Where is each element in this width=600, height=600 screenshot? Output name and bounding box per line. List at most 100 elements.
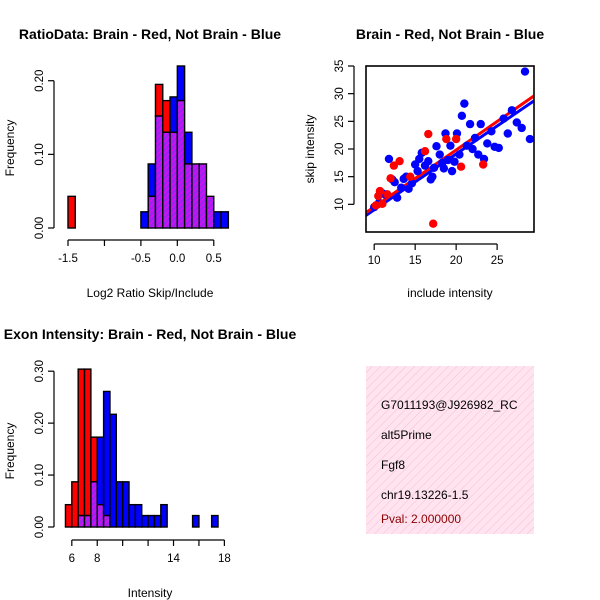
ratio-bar-10-overlap: [205, 195, 215, 229]
scatter-point-not-brain-49: [512, 118, 521, 127]
scatter-point-not-brain-48: [507, 106, 517, 115]
ratio-bar-2-not-brain: [147, 163, 157, 198]
intensity-bar-12-not-brain: [141, 514, 149, 528]
ratio-bar-8-overlap: [191, 163, 200, 229]
scatter-point-not-brain-46: [499, 114, 508, 123]
scatter-point-not-brain-40: [476, 119, 485, 129]
intensity-histogram-ylabel: Frequency: [3, 423, 17, 480]
intensity-bar-15-not-brain: [160, 503, 168, 528]
intensity-bar-7-not-brain: [109, 413, 118, 528]
ratio-bar-7-overlap: [183, 163, 193, 229]
info-location: chr19.13226-1.5: [381, 488, 469, 502]
ratio-bar-12-not-brain: [220, 211, 230, 229]
scatter-x-tick-label-1: 15: [409, 255, 422, 267]
scatter-point-not-brain-30: [450, 157, 459, 166]
ratio-bar-4-brain: [162, 99, 171, 133]
ratio-x-tick-label-3: 0.0: [169, 253, 185, 265]
intensity-histogram-bars: [64, 368, 219, 528]
intensity-bar-5-not-brain: [96, 436, 105, 506]
intensity-scatter: Brain - Red, Not Brain - Blue include in…: [303, 26, 544, 300]
ratio-bar-3-brain: [154, 83, 164, 117]
scatter-y-tick-label-5: 35: [334, 60, 346, 73]
ratio-histogram-axes: -1.5 -0.5 0.0 0.5 0.00 0.10 0.20: [34, 70, 222, 265]
intensity-bar-6-overlap: [102, 514, 111, 528]
intensity-bar-0-brain: [64, 503, 73, 528]
ratio-bar-6-overlap: [176, 99, 186, 229]
scatter-title: Brain - Red, Not Brain - Blue: [356, 26, 544, 42]
scatter-point-brain-11: [429, 219, 438, 228]
ratio-bar-9-overlap: [198, 163, 208, 229]
intensity-bar-8-not-brain: [115, 481, 124, 528]
ratio-bar-0-brain: [67, 195, 76, 229]
ratio-histogram-xlabel: Log2 Ratio Skip/Include: [87, 286, 214, 300]
ratio-bar-6-not-brain: [176, 65, 186, 102]
scatter-point-not-brain-25: [439, 164, 449, 173]
scatter-frame: [365, 65, 535, 233]
info-pval: Pval: 2.000000: [381, 512, 461, 526]
scatter-point-not-brain-14: [413, 166, 422, 176]
scatter-y-tick-label-4: 30: [334, 87, 346, 100]
intensity-bar-10-not-brain: [128, 503, 137, 528]
scatter-y-tick-label-3: 25: [334, 115, 346, 128]
scatter-point-not-brain-32: [455, 150, 464, 159]
scatter-point-brain-7: [395, 156, 404, 166]
scatter-point-not-brain-7: [392, 193, 402, 202]
intensity-bar-1-brain: [71, 481, 79, 528]
scatter-point-brain-14: [456, 162, 466, 171]
scatter-y-tick-label-2: 20: [334, 143, 346, 156]
scatter-point-brain-3: [378, 199, 387, 208]
intensity-y-tick-label-0: 0.00: [34, 516, 46, 538]
intensity-histogram-xlabel: Intensity: [128, 586, 173, 600]
ratio-bar-1-not-brain: [140, 211, 149, 229]
scatter-point-not-brain-22: [432, 142, 441, 151]
ratio-bar-4-overlap: [162, 131, 171, 229]
scatter-point-brain-6: [389, 161, 399, 170]
scatter-point-not-brain-50: [517, 123, 526, 133]
scatter-point-not-brain-21: [429, 163, 439, 173]
intensity-bar-11-not-brain: [134, 503, 143, 528]
scatter-point-not-brain-4: [384, 154, 394, 164]
info-right-margin: [534, 366, 600, 534]
scatter-point-brain-5: [386, 174, 395, 183]
scatter-point-not-brain-28: [446, 141, 455, 150]
scatter-x-tick-label-0: 10: [368, 255, 381, 267]
ratio-histogram: RatioData: Brain - Red, Not Brain - Blue…: [3, 26, 281, 300]
ratio-bar-5-overlap: [169, 131, 179, 229]
scatter-point-brain-2: [375, 186, 385, 196]
scatter-point-not-brain-42: [483, 139, 492, 148]
ratio-bar-5-not-brain: [169, 96, 179, 133]
scatter-x-tick-label-3: 25: [491, 255, 504, 267]
intensity-bar-3-overlap: [83, 514, 92, 528]
scatter-point-not-brain-8: [397, 183, 406, 192]
scatter-xlabel: include intensity: [407, 286, 492, 300]
scatter-y-tick-label-0: 10: [334, 198, 346, 211]
scatter-point-not-brain-38: [470, 133, 480, 143]
intensity-bar-4-overlap: [90, 481, 98, 528]
intensity-bar-9-not-brain: [121, 481, 130, 528]
intensity-y-tick-label-1: 0.10: [34, 464, 46, 486]
ratio-histogram-title: RatioData: Brain - Red, Not Brain - Blue: [19, 26, 281, 42]
intensity-bar-2-overlap: [77, 514, 86, 528]
ratio-x-tick-label-0: -1.5: [58, 253, 78, 265]
intensity-bar-5-overlap: [96, 503, 105, 528]
scatter-y-tick-label-1: 15: [334, 170, 346, 183]
scatter-point-brain-4: [383, 190, 392, 199]
intensity-bar-2-brain: [77, 368, 86, 517]
intensity-histogram-title: Exon Intensity: Brain - Red, Not Brain -…: [4, 326, 297, 342]
info-box-background: [366, 366, 534, 534]
scatter-point-not-brain-20: [428, 172, 437, 181]
intensity-x-tick-label-0: 6: [69, 553, 75, 565]
intensity-bar-13-not-brain: [147, 514, 156, 528]
intensity-bar-20-not-brain: [191, 514, 200, 528]
intensity-bar-4-brain: [90, 436, 98, 483]
intensity-histogram: Exon Intensity: Brain - Red, Not Brain -…: [3, 326, 296, 600]
scatter-point-not-brain-33: [457, 111, 467, 121]
scatter-point-not-brain-27: [443, 155, 453, 165]
scatter-point-not-brain-45: [494, 143, 503, 153]
scatter-point-not-brain-39: [474, 150, 483, 159]
scatter-point-not-brain-47: [503, 129, 512, 138]
intensity-x-tick-label-6: 18: [218, 553, 231, 565]
scatter-point-not-brain-51: [520, 67, 530, 76]
intensity-y-tick-label-3: 0.30: [34, 360, 46, 382]
scatter-point-not-brain-36: [465, 119, 475, 129]
